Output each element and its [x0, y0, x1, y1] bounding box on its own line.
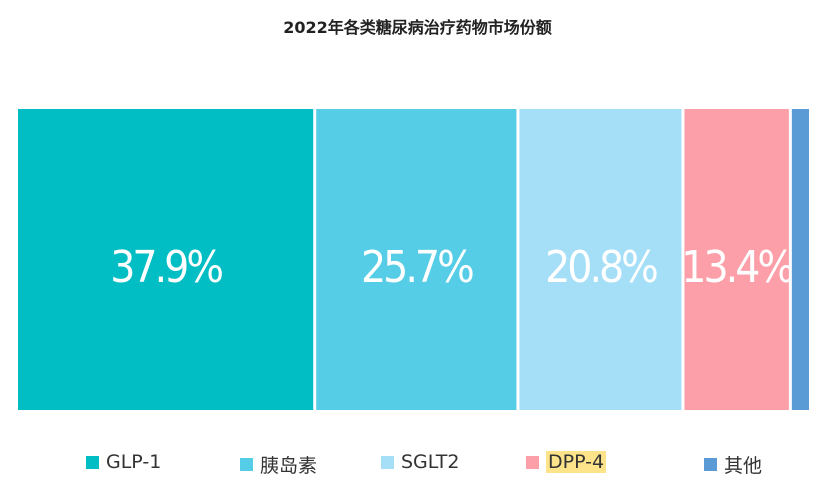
bar-segment-4 — [684, 109, 789, 410]
data-label-4: 13.4% — [681, 242, 793, 293]
legend-label-2: 胰岛素 — [260, 455, 318, 477]
bar-segment-3 — [519, 109, 682, 410]
data-label-1: 37.9% — [110, 242, 222, 293]
legend-swatch-1 — [86, 455, 99, 469]
legend-label-4: DPP-4 — [546, 451, 607, 473]
data-label-2: 25.7% — [361, 242, 473, 293]
legend-swatch-2 — [240, 458, 253, 471]
chart-title: 2022年各类糖尿病治疗药物市场份额 — [283, 18, 552, 37]
legend-item-4: DPP-4 — [526, 451, 607, 473]
legend-swatch-5 — [704, 458, 717, 471]
legend-item-1: GLP-1 — [86, 451, 161, 473]
bar-segment-1 — [18, 109, 314, 410]
legend-item-3: SGLT2 — [381, 451, 459, 473]
legend-item-2: 胰岛素 — [240, 451, 317, 478]
bar-segment-5 — [791, 109, 809, 410]
legend-swatch-3 — [381, 455, 394, 469]
legend-label-5: 其他 — [724, 455, 763, 477]
legend-label-3: SGLT2 — [401, 451, 460, 473]
data-label-3: 20.8% — [545, 242, 657, 293]
legend-label-1: GLP-1 — [106, 451, 162, 473]
legend-swatch-4 — [526, 455, 539, 469]
legend: GLP-1 胰岛素 SGLT2 DPP-4 其他 — [0, 451, 835, 481]
bar-segment-2 — [316, 109, 517, 410]
legend-item-5: 其他 — [704, 451, 762, 478]
